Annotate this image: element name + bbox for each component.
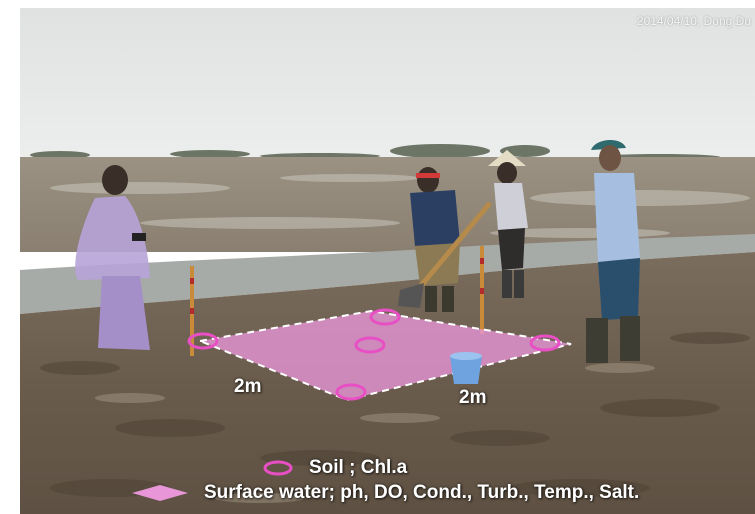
- mudflat-scene: [20, 8, 755, 514]
- person-in-raincoat: [75, 165, 150, 350]
- person-with-shovel: [398, 167, 492, 312]
- soil-sample-marker: [187, 332, 219, 350]
- field-photo: 2014/04/10, Dong Du 2m 2m Soil ; Chl.a S…: [20, 8, 755, 514]
- dimension-label-right: 2m: [459, 387, 487, 408]
- soil-sample-marker: [529, 334, 561, 352]
- soil-sample-markers: [187, 308, 561, 401]
- quadrat-swatch-icon: [132, 485, 188, 501]
- marker-stakes: [190, 246, 484, 356]
- soil-circle-icon: [263, 460, 293, 476]
- sky: [20, 8, 755, 158]
- date-stamp: 2014/04/10, Dong Du: [636, 14, 751, 28]
- legend-water: Surface water; ph, DO, Cond., Turb., Tem…: [130, 482, 639, 504]
- legend-soil: Soil ; Chl.a: [263, 457, 407, 479]
- dimension-label-left: 2m: [234, 376, 262, 397]
- soil-sample-marker: [369, 308, 401, 326]
- soil-sample-marker: [354, 336, 386, 354]
- mud-highlights: [95, 363, 655, 503]
- person-with-conical-hat: [488, 150, 528, 298]
- legend-water-label: Surface water; ph, DO, Cond., Turb., Tem…: [204, 482, 640, 503]
- sampling-quadrat: [196, 309, 572, 402]
- legend-soil-label: Soil ; Chl.a: [309, 457, 408, 478]
- soil-sample-marker: [335, 383, 367, 401]
- bucket: [450, 352, 482, 384]
- mud-texture: [40, 332, 750, 497]
- water-channel: [20, 234, 755, 314]
- person-in-cap: [586, 139, 640, 363]
